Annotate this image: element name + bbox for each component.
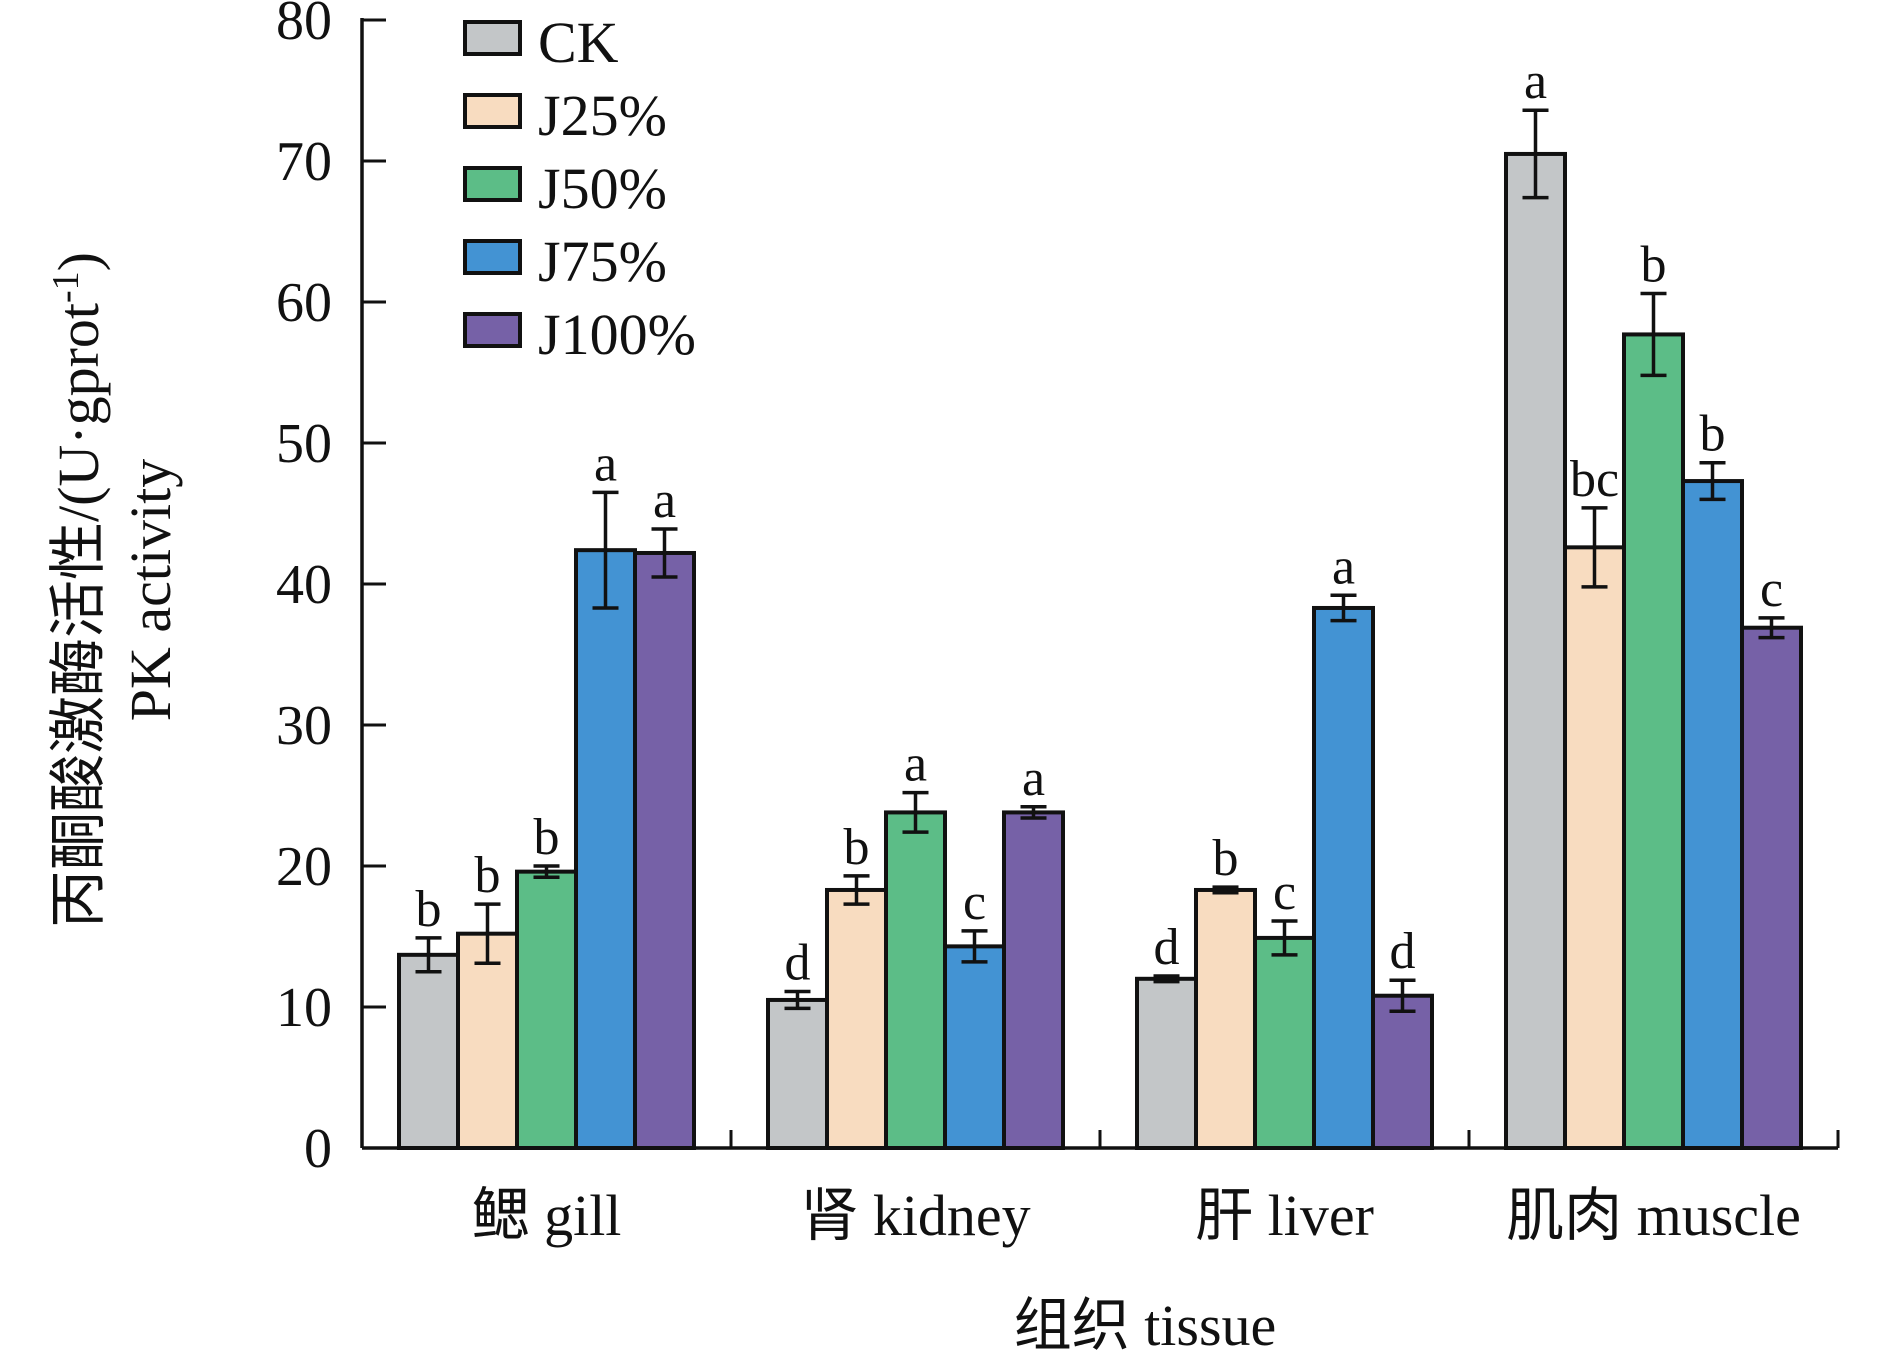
significance-label-J50%-1: a xyxy=(904,736,927,793)
y-tick-label-50: 50 xyxy=(276,413,332,475)
bar-J75%-3 xyxy=(1681,479,1744,1150)
significance-label-CK-0: b xyxy=(416,881,442,938)
y-tick-label-80: 80 xyxy=(276,0,332,52)
y-tick-label-40: 40 xyxy=(276,554,332,616)
bar-J100%-3 xyxy=(1740,625,1803,1150)
bar-J25%-0 xyxy=(456,931,519,1150)
y-axis-title-line1: 丙酮酸激酶活性/(U·gprot-1) xyxy=(45,252,111,928)
significance-label-J100%-2: d xyxy=(1390,923,1416,980)
y-axis-title-main: 丙酮酸激酶活性/(U·gprot xyxy=(46,303,111,928)
y-axis-title-line2: PK activity xyxy=(118,459,183,722)
legend-swatch-J100% xyxy=(463,312,522,348)
category-label-1: 肾 kidney xyxy=(800,1183,1030,1248)
significance-label-J25%-3: bc xyxy=(1570,451,1619,508)
significance-label-J25%-2: b xyxy=(1213,830,1239,887)
y-tick-label-0: 0 xyxy=(304,1118,332,1180)
bar-J50%-2 xyxy=(1253,935,1316,1150)
y-tick-label-20: 20 xyxy=(276,836,332,898)
legend-label-J25%: J25% xyxy=(538,83,667,148)
bar-J50%-0 xyxy=(515,869,578,1150)
y-axis-title-superscript: -1 xyxy=(45,271,87,303)
bar-J50%-3 xyxy=(1622,332,1685,1150)
bar-J25%-1 xyxy=(825,887,888,1150)
bar-J100%-0 xyxy=(633,550,696,1150)
bar-J75%-0 xyxy=(574,548,637,1150)
x-axis-title: 组织 tissue xyxy=(1014,1293,1277,1356)
significance-label-J50%-3: b xyxy=(1641,237,1667,294)
category-label-2: 肝 liver xyxy=(1195,1183,1374,1248)
significance-label-J50%-0: b xyxy=(534,809,560,866)
legend-swatch-CK xyxy=(463,20,522,56)
bar-J100%-1 xyxy=(1002,810,1065,1150)
axes-layer: 0 10 20 30 40 50 60 70 80 鳃 gill 肾 kidney 肝 liver 肌肉… xyxy=(276,0,1840,1248)
y-tick-label-70: 70 xyxy=(276,131,332,193)
bar-J25%-3 xyxy=(1563,545,1626,1150)
bar-J100%-2 xyxy=(1371,993,1434,1150)
significance-label-J100%-3: c xyxy=(1760,561,1783,618)
bar-J75%-1 xyxy=(943,944,1006,1150)
significance-label-J100%-1: a xyxy=(1022,750,1045,807)
significance-label-J75%-0: a xyxy=(594,435,617,492)
bar-CK-2 xyxy=(1135,976,1198,1150)
category-label-3: 肌肉 muscle xyxy=(1506,1183,1801,1248)
bar-CK-0 xyxy=(397,952,460,1151)
y-tick-label-60: 60 xyxy=(276,272,332,334)
bar-J25%-2 xyxy=(1194,887,1257,1150)
significance-label-J75%-1: c xyxy=(963,874,986,931)
significance-label-J100%-0: a xyxy=(653,472,676,529)
legend-swatch-J75% xyxy=(463,239,522,275)
significance-label-J25%-0: b xyxy=(475,847,501,904)
significance-label-J25%-1: b xyxy=(844,819,870,876)
bar-CK-3 xyxy=(1504,151,1567,1150)
significance-label-J75%-3: b xyxy=(1700,406,1726,463)
significance-label-J50%-2: c xyxy=(1273,864,1296,921)
bar-J75%-2 xyxy=(1312,605,1375,1150)
legend-label-CK: CK xyxy=(538,10,619,75)
legend-label-J100%: J100% xyxy=(538,302,696,367)
y-axis-title-close: ) xyxy=(46,252,111,271)
bar-CK-1 xyxy=(766,997,829,1151)
legend: CK J25% J50% J75% J100% xyxy=(463,10,696,367)
legend-swatch-J50% xyxy=(463,166,522,202)
y-tick-label-30: 30 xyxy=(276,695,332,757)
legend-swatch-J25% xyxy=(463,93,522,129)
bar-J50%-1 xyxy=(884,810,947,1150)
category-label-0: 鳃 gill xyxy=(472,1183,622,1248)
significance-label-J75%-2: a xyxy=(1332,538,1355,595)
y-tick-label-10: 10 xyxy=(276,977,332,1039)
legend-label-J75%: J75% xyxy=(538,229,667,294)
significance-label-CK-3: a xyxy=(1524,53,1547,110)
error-bars-layer xyxy=(415,108,1785,1013)
significance-label-CK-2: d xyxy=(1154,919,1180,976)
bars-layer xyxy=(397,151,1803,1151)
legend-label-J50%: J50% xyxy=(538,156,667,221)
significance-label-CK-1: d xyxy=(785,934,811,991)
